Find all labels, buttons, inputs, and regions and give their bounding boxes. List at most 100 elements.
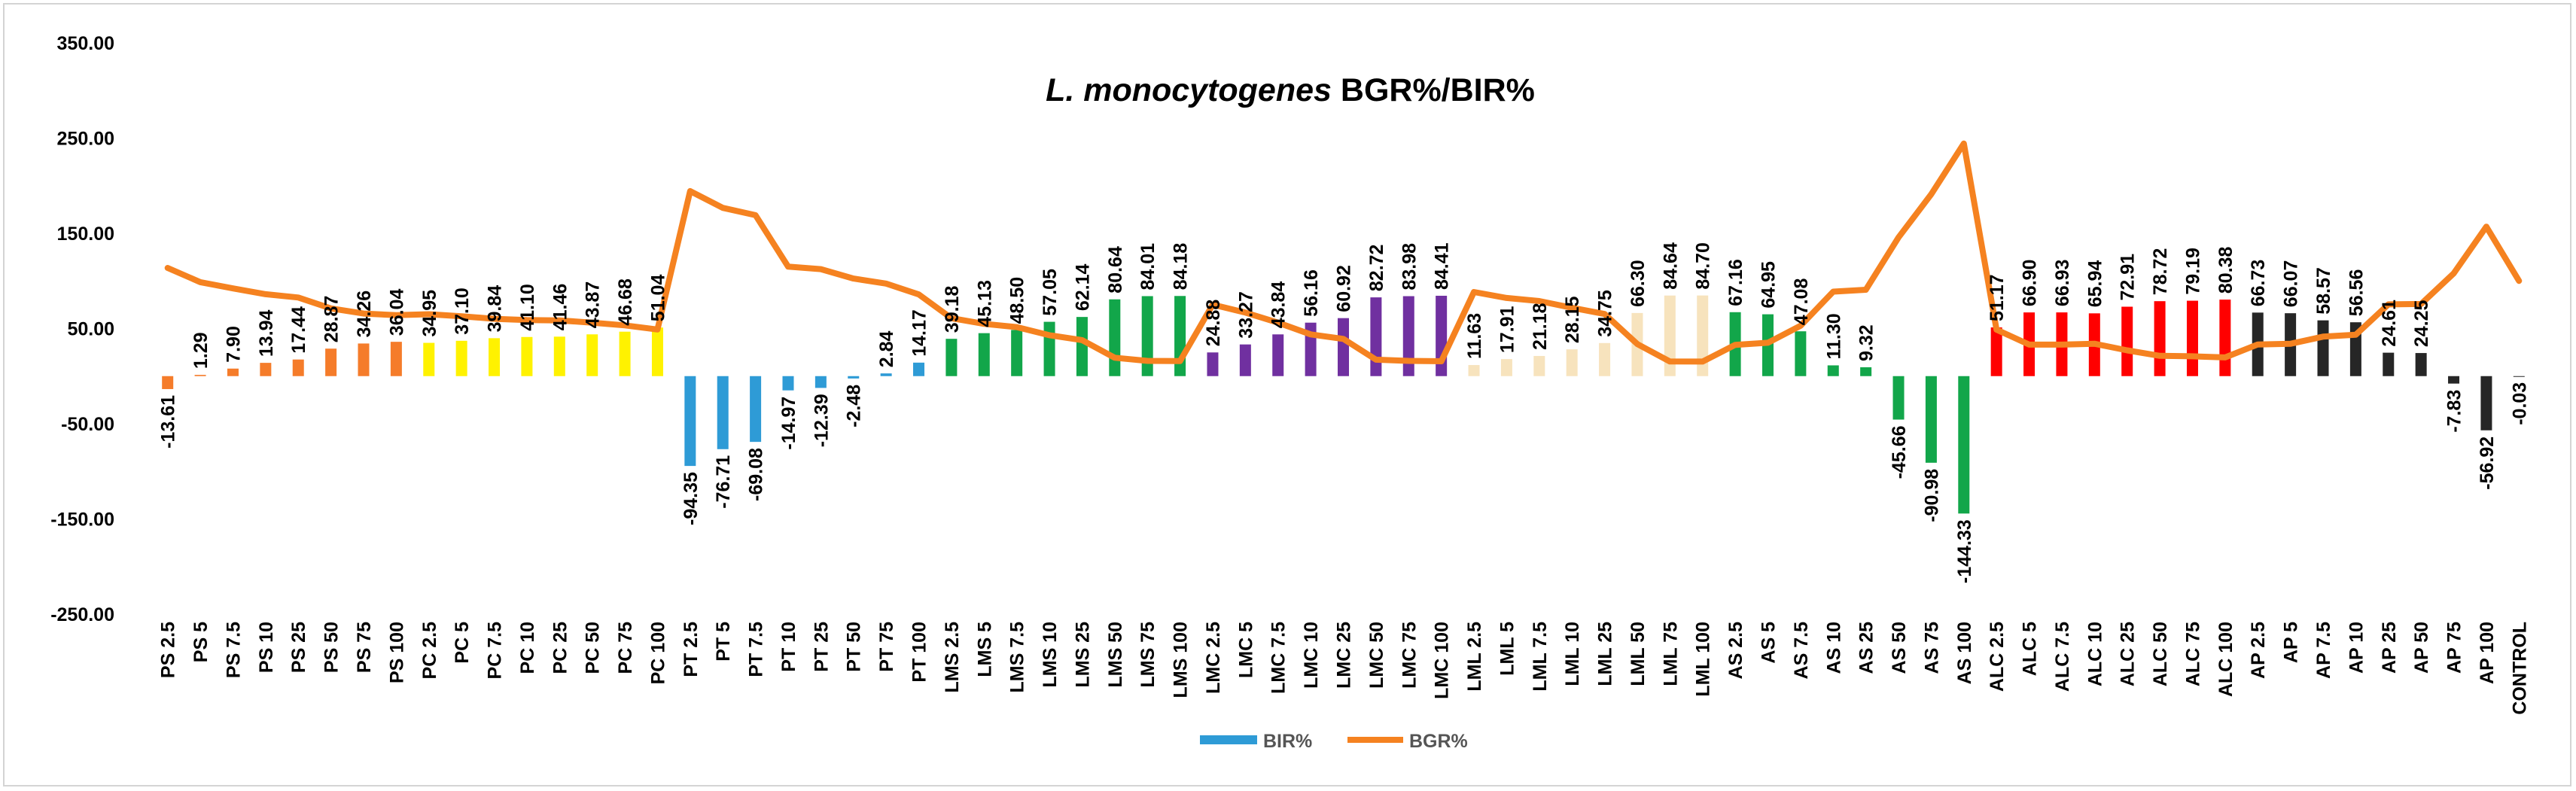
bar-data-label: 57.05 (1040, 269, 1061, 316)
bar-data-label: -69.08 (746, 448, 767, 501)
bir-bar (1599, 342, 1611, 376)
bir-bar (1697, 295, 1709, 376)
bir-bar (1500, 359, 1512, 376)
bgr-bir-chart: L. monocytogenes BGR%/BIR% 350.00 250.00 1… (50, 33, 2531, 752)
x-tick-label: LMC 50 (1366, 622, 1387, 689)
x-tick-label: ALC 7.5 (2052, 622, 2073, 692)
bar-data-label: 46.68 (615, 278, 636, 326)
x-tick-label: AS 5 (1758, 622, 1780, 664)
bar-data-label: 39.84 (485, 285, 506, 333)
bir-bar (717, 376, 729, 449)
bir-bar (1239, 344, 1251, 376)
bar-data-label: 66.93 (2052, 260, 2073, 307)
bar-data-label: 43.87 (583, 281, 604, 329)
legend-bir-label: BIR% (1263, 731, 1312, 752)
x-tick-label: AS 2.5 (1725, 622, 1746, 680)
bir-bar (2513, 376, 2525, 377)
x-tick-label: PT 2.5 (681, 622, 702, 677)
x-tick-label: PT 50 (844, 622, 865, 672)
x-tick-label: LMS 25 (1072, 622, 1093, 688)
bar-data-label: 9.32 (1856, 324, 1877, 361)
bir-bar (325, 348, 337, 376)
x-tick-label: ALC 10 (2084, 622, 2106, 686)
bar-data-label: 65.94 (2084, 260, 2106, 308)
x-tick-label: LMS 10 (1040, 622, 1061, 688)
x-tick-label: AP 25 (2379, 622, 2400, 674)
bar-data-label: -0.03 (2509, 382, 2530, 425)
x-tick-label: LML 25 (1595, 622, 1616, 686)
bir-bar (2383, 352, 2395, 376)
bar-data-label: 82.72 (1366, 245, 1387, 292)
bar-data-label: -12.39 (811, 394, 832, 447)
bar-data-label: 34.95 (419, 290, 440, 337)
bar-data-label: 66.90 (2020, 260, 2041, 307)
bir-bar (1043, 321, 1055, 376)
x-tick-label: ALC 5 (2020, 622, 2041, 676)
x-tick-label: LMC 2.5 (1203, 622, 1224, 694)
bar-data-label: 45.13 (974, 280, 995, 327)
x-tick-label: LML 7.5 (1530, 622, 1551, 692)
x-tick-label: LMS 100 (1171, 622, 1192, 698)
bar-data-label: 84.01 (1137, 243, 1159, 291)
bar-data-label: -56.92 (2477, 437, 2498, 490)
bir-bar (1109, 299, 1121, 376)
bar-data-label: 34.75 (1595, 290, 1616, 337)
x-tick-label: AS 25 (1856, 622, 1877, 674)
x-tick-label: LML 50 (1628, 622, 1649, 686)
x-tick-label: PT 100 (909, 622, 930, 683)
y-tick-label: 50.00 (67, 319, 114, 340)
bar-data-label: 41.10 (517, 284, 538, 331)
bir-bar (782, 376, 794, 391)
bir-bar (455, 340, 467, 376)
bar-data-label: 79.19 (2183, 248, 2204, 295)
bir-bar (423, 342, 435, 376)
bar-data-label: 64.95 (1758, 261, 1780, 309)
x-tick-label: ALC 50 (2150, 622, 2171, 686)
x-tick-label: LMC 10 (1301, 622, 1322, 689)
bar-data-label: 14.17 (909, 309, 930, 357)
chart-title: L. monocytogenes BGR%/BIR% (1046, 72, 1535, 108)
y-tick-label: 250.00 (57, 129, 114, 150)
bir-bar (1207, 352, 1219, 376)
x-tick-label: LMC 7.5 (1268, 622, 1290, 694)
legend-bir-swatch (1200, 735, 1257, 744)
bir-bar (848, 376, 860, 379)
bar-data-label: 60.92 (1334, 265, 1355, 312)
x-tick-label: LMS 2.5 (942, 622, 963, 693)
bir-bar (2219, 300, 2231, 376)
bar-data-label: 66.30 (1628, 260, 1649, 307)
x-tick-label: LML 2.5 (1464, 622, 1485, 692)
bar-data-label: 47.08 (1791, 278, 1812, 326)
y-tick-label: 150.00 (57, 224, 114, 245)
bir-bar (1174, 296, 1186, 376)
bar-data-label: 41.46 (550, 284, 571, 331)
bar-data-label: 78.72 (2150, 248, 2171, 296)
bar-data-label: 62.14 (1072, 263, 1093, 311)
bir-bar (2121, 306, 2133, 376)
bir-bars (162, 295, 2525, 514)
x-tick-label: LMC 5 (1235, 622, 1256, 678)
x-tick-label: LMS 5 (974, 622, 995, 677)
bar-data-label: 39.18 (942, 286, 963, 333)
bar-data-label: 48.50 (1007, 277, 1028, 324)
bar-data-label: 36.04 (386, 289, 407, 336)
bar-data-label: -2.48 (844, 385, 865, 427)
bir-bar (1860, 367, 1872, 376)
bar-data-label: 51.04 (647, 275, 668, 322)
x-tick-label: PT 10 (778, 622, 799, 672)
bar-data-label: 11.63 (1464, 313, 1485, 359)
bir-bar (162, 376, 174, 389)
bar-data-label: 2.84 (876, 330, 897, 367)
x-tick-label: AS 100 (1954, 622, 1975, 684)
bir-bar (553, 336, 565, 376)
bir-bar (292, 359, 304, 376)
bir-bar (913, 362, 925, 376)
x-tick-label: PS 25 (288, 622, 309, 673)
x-tick-label: ALC 25 (2118, 622, 2139, 686)
bar-data-label: 24.25 (2411, 300, 2432, 347)
bar-data-label: 84.70 (1693, 242, 1714, 290)
bar-data-labels: -13.61 1.29 7.90 13.94 17.44 28.87 34.26 36.04 3… (158, 242, 2531, 583)
bar-data-label: -45.66 (1889, 426, 1910, 479)
bir-bar (1990, 327, 2002, 376)
y-tick-label: -150.00 (50, 510, 114, 531)
